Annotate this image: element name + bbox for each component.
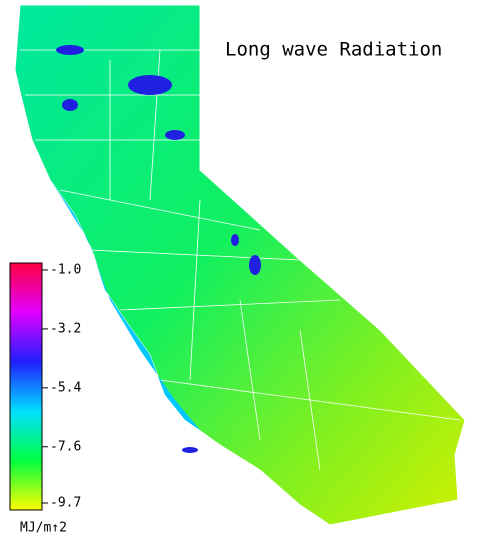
colorbar bbox=[9, 262, 43, 511]
colorbar-tick-label: -1.0 bbox=[50, 263, 81, 278]
low-radiation-patches bbox=[56, 45, 261, 453]
colorbar-tick-label: -5.4 bbox=[50, 380, 81, 395]
state-shape bbox=[14, 4, 466, 526]
colorbar-tick-label: -7.6 bbox=[50, 439, 81, 454]
map-title: Long wave Radiation bbox=[225, 39, 442, 61]
county-lines bbox=[20, 49, 461, 471]
colorbar-tick-label: -3.2 bbox=[50, 321, 81, 336]
colorbar-unit: MJ/m↑2 bbox=[20, 521, 67, 536]
colorbar-tick-label: -9.7 bbox=[50, 496, 81, 511]
california-map bbox=[14, 4, 466, 526]
